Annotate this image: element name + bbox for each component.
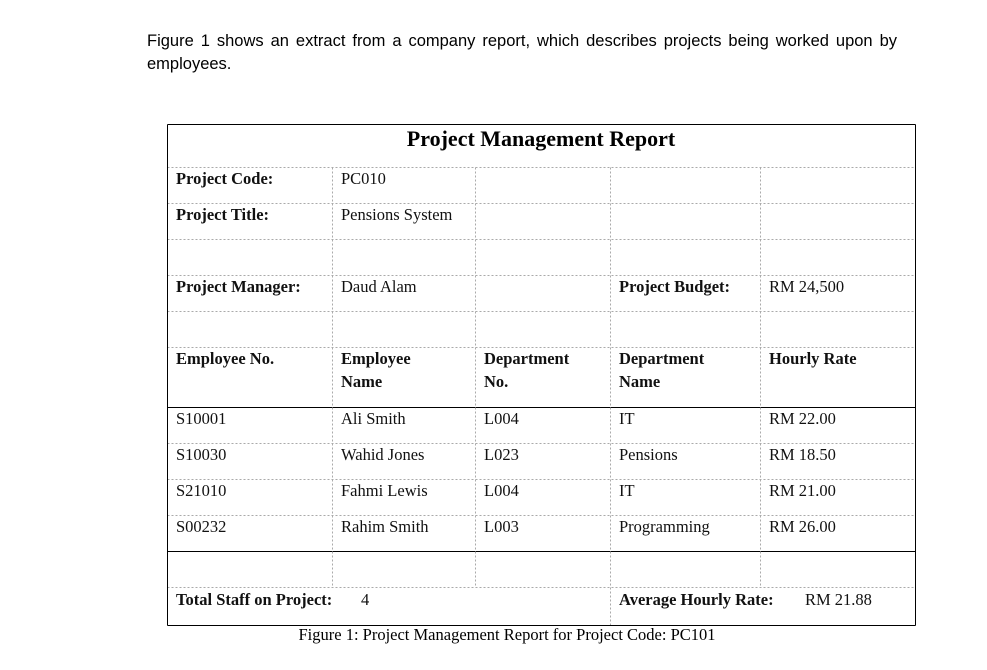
- label: Total Staff on Project:: [176, 590, 333, 609]
- label: Average Hourly Rate:: [619, 590, 774, 609]
- column-header: Employee Name: [341, 349, 411, 391]
- cell: RM 26.00: [769, 517, 836, 536]
- cell: IT: [619, 409, 635, 428]
- cell: Fahmi Lewis: [341, 481, 428, 500]
- cell: Ali Smith: [341, 409, 406, 428]
- value: PC010: [341, 169, 386, 188]
- cell: Programming: [619, 517, 710, 536]
- cell: S00232: [176, 517, 227, 536]
- label: Project Title:: [176, 205, 270, 224]
- cell: RM 18.50: [769, 445, 836, 464]
- cell: RM 22.00: [769, 409, 836, 428]
- label: Project Budget:: [619, 277, 731, 296]
- label: Project Manager:: [176, 277, 301, 296]
- cell: Wahid Jones: [341, 445, 425, 464]
- cell: RM 21.00: [769, 481, 836, 500]
- cell: S21010: [176, 481, 227, 500]
- value: 4: [361, 590, 370, 609]
- value: RM 24,500: [769, 277, 845, 296]
- value: Daud Alam: [341, 277, 417, 296]
- column-header: Employee No.: [176, 349, 275, 368]
- column-header: Hourly Rate: [769, 349, 857, 368]
- column-header: Department No.: [484, 349, 570, 391]
- cell: IT: [619, 481, 635, 500]
- caption: Figure 1: Project Management Report for …: [298, 625, 716, 644]
- cell: Pensions: [619, 445, 678, 464]
- cell: L023: [484, 445, 519, 464]
- report-title: Project Management Report: [406, 126, 676, 151]
- column-header: Department Name: [619, 349, 705, 391]
- cell: S10001: [176, 409, 227, 428]
- value: Pensions System: [341, 205, 453, 224]
- cell: L003: [484, 517, 519, 536]
- value: RM 21.88: [805, 590, 872, 609]
- cell: Rahim Smith: [341, 517, 429, 536]
- cell: L004: [484, 409, 519, 428]
- cell: L004: [484, 481, 519, 500]
- intro-text: Figure 1 shows an extract from a company…: [147, 32, 897, 73]
- label: Project Code:: [176, 169, 274, 188]
- cell: S10030: [176, 445, 227, 464]
